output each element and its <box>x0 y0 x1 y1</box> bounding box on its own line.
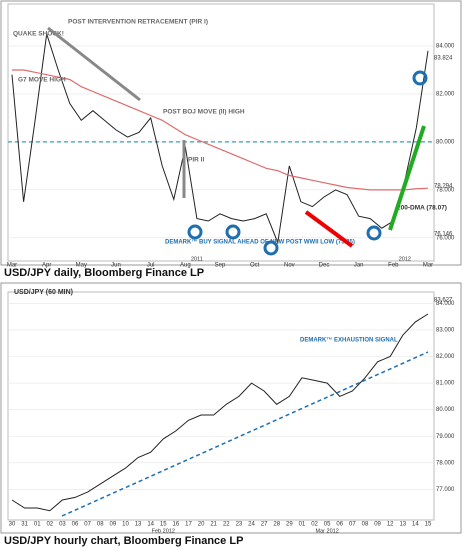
price-line <box>12 69 429 191</box>
x-tick-label: 08 <box>97 522 104 528</box>
x-tick-label: 14 <box>412 522 419 528</box>
x-tick-label: 29 <box>286 522 293 528</box>
daily-chart: 76.000 78.000 80.000 82.000 84.000 Mar Apr May J… <box>7 3 455 269</box>
y-tick-label: 82.000 <box>436 354 455 360</box>
caption: USD/JPY hourly chart, Bloomberg Finance … <box>4 535 243 547</box>
x-tick-label: 31 <box>21 522 28 528</box>
x-tick-label: 10 <box>122 522 129 528</box>
x-tick-label: 15 <box>425 522 432 528</box>
y-tick-label: 78.000 <box>436 187 455 193</box>
x-tick-label: 09 <box>374 522 381 528</box>
x-tick-label: 12 <box>387 522 394 528</box>
x-tick-label: 30 <box>9 522 16 528</box>
x-tick-label: Jul <box>147 263 155 269</box>
x-tick-label: Dec <box>319 263 330 269</box>
x-tick-label: 14 <box>147 522 154 528</box>
y-tick-label: 77.000 <box>436 487 455 493</box>
hourly-chart: 77.000 78.000 79.000 80.000 81.000 82.000 83.0… <box>7 291 455 534</box>
x-tick-label: Mar <box>7 263 17 269</box>
x-tick-label: 06 <box>72 522 79 528</box>
x-tick-label: 02 <box>311 522 318 528</box>
x-tick-label: Apr <box>42 263 51 269</box>
x-tick-label: 09 <box>110 522 117 528</box>
x-tick-label: Mar <box>423 263 433 269</box>
price-label: 83.824 <box>434 56 453 62</box>
annotation: PIR II <box>188 157 204 164</box>
x-tick-label: 17 <box>185 522 192 528</box>
x-tick-label: 23 <box>236 522 243 528</box>
x-tick-label: 02 <box>46 522 53 528</box>
annotation: QUAKE SHOCK! <box>13 31 64 38</box>
x-tick-label: 16 <box>173 522 180 528</box>
y-tick-label: 78.000 <box>436 460 455 466</box>
x-tick-label: 13 <box>399 522 406 528</box>
annotation: DEMARK™ EXHAUSTION SIGNAL <box>300 337 398 344</box>
x-tick-label: 22 <box>223 522 230 528</box>
x-tick-label: Feb <box>388 263 399 269</box>
month-label: Mar 2012 <box>316 528 339 534</box>
y-tick-label: 76.000 <box>436 235 455 241</box>
frame <box>0 282 462 534</box>
price-line <box>11 33 429 245</box>
y-tick-label: 84.000 <box>436 44 455 50</box>
x-tick-label: 13 <box>135 522 142 528</box>
x-tick-label: 08 <box>362 522 369 528</box>
annotation: POST BOJ MOVE (II) HIGH <box>163 109 245 116</box>
x-tick-label: Aug <box>180 263 191 269</box>
signal-circle <box>187 224 203 240</box>
x-tick-label: 01 <box>34 522 41 528</box>
y-tick-label: 79.000 <box>436 434 455 440</box>
arrow <box>388 125 426 231</box>
annotation: DEMARK™ BUY SIGNAL AHEAD OF NEW POST WWI… <box>165 239 355 246</box>
x-tick-label: Jun <box>111 263 121 269</box>
x-tick-label: 07 <box>349 522 356 528</box>
y-tick-label: 84.000 <box>436 301 455 307</box>
signal-circle <box>412 70 428 86</box>
x-tick-label: 06 <box>336 522 343 528</box>
annotation: G7 MOVE HIGH <box>18 77 66 84</box>
x-tick-label: 05 <box>324 522 331 528</box>
y-tick-label: 82.000 <box>436 92 455 98</box>
x-tick-label: 03 <box>59 522 66 528</box>
x-tick-label: Sep <box>215 263 226 269</box>
year-label: 2012 <box>399 256 411 262</box>
x-tick-label: Oct <box>250 263 260 269</box>
x-tick-label: 24 <box>248 522 255 528</box>
signal-circle <box>263 240 279 256</box>
x-tick-label: Jan <box>354 263 364 269</box>
y-tick-label: 83.000 <box>436 327 455 333</box>
x-tick-label: 15 <box>160 522 167 528</box>
price-label: 83.627 <box>434 298 453 304</box>
arrow <box>304 210 354 248</box>
price-label: 78.294 <box>434 184 453 190</box>
caption: USD/JPY daily, Bloomberg Finance LP <box>4 267 204 279</box>
year-label: 2011 <box>191 256 203 262</box>
price-label: 76.146 <box>434 232 453 238</box>
signal-circle <box>225 224 241 240</box>
annotation: 200-DMA (78.07) <box>397 205 447 212</box>
x-tick-label: 01 <box>299 522 306 528</box>
frame <box>0 0 462 266</box>
plot-area <box>7 3 435 262</box>
x-tick-label: 27 <box>261 522 268 528</box>
arrow <box>47 26 141 102</box>
x-tick-label: 07 <box>84 522 91 528</box>
x-tick-label: 28 <box>273 522 280 528</box>
y-tick-label: 80.000 <box>436 139 455 145</box>
signal-circle <box>366 225 382 241</box>
plot-area <box>7 291 435 521</box>
y-tick-label: 81.000 <box>436 381 455 387</box>
x-tick-label: 20 <box>198 522 205 528</box>
chart-title: USD/JPY (60 MIN) <box>14 289 73 296</box>
trend-line <box>61 351 429 517</box>
x-tick-label: 21 <box>210 522 217 528</box>
price-line <box>11 313 429 512</box>
month-label: Feb 2012 <box>152 528 175 534</box>
x-tick-label: May <box>76 263 87 269</box>
x-tick-label: Nov <box>284 263 295 269</box>
y-tick-label: 80.000 <box>436 407 455 413</box>
annotation: POST INTERVENTION RETRACEMENT (PIR I) <box>68 19 208 26</box>
